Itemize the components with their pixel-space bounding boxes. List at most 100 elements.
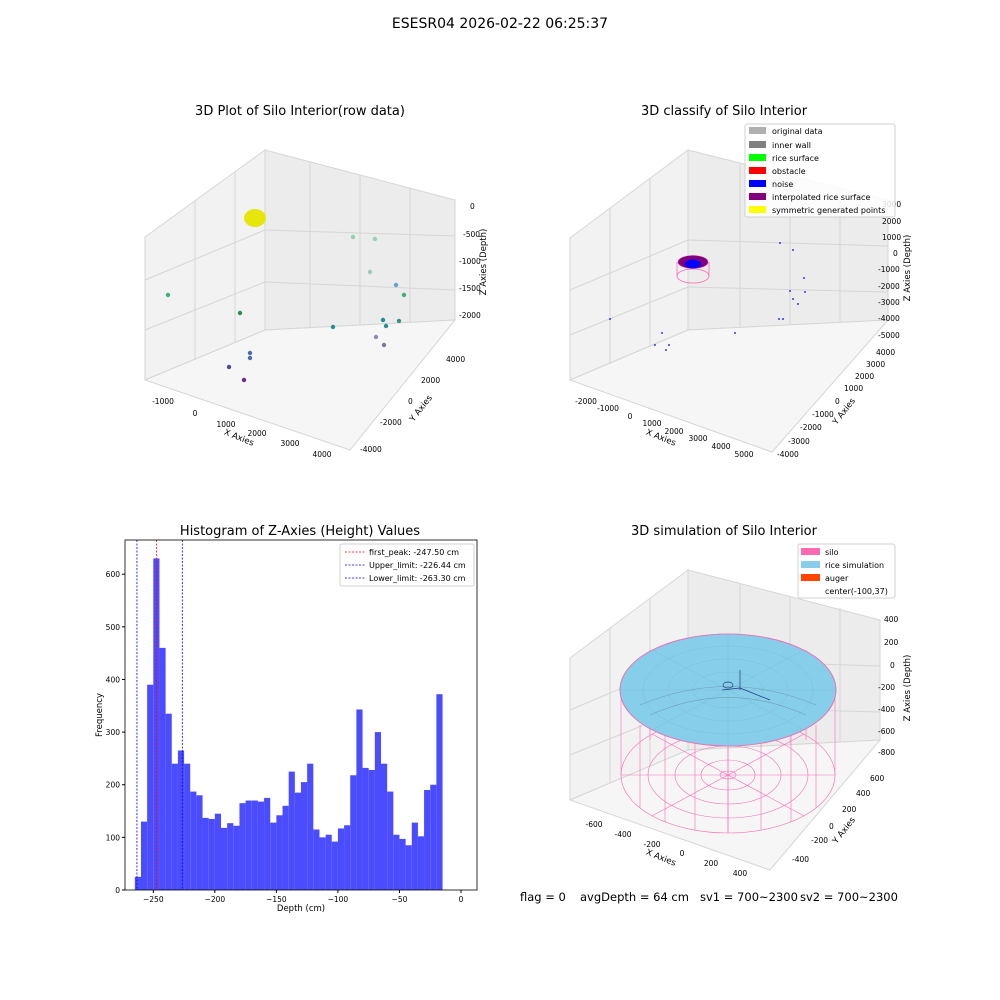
panel1-xtick: 1000	[216, 420, 235, 429]
panel4-center-marker	[721, 670, 771, 701]
histogram-legend: first_peak: -247.50 cm Upper_limit: -226…	[339, 543, 475, 587]
panel1-xtick: 0	[193, 409, 198, 418]
histogram-bar	[233, 825, 240, 890]
panel4-title: 3D simulation of Silo Interior	[631, 524, 817, 539]
histogram-xtick-label: −250	[143, 895, 164, 904]
panel1-ytick: -2000	[380, 418, 402, 427]
histogram-xtick-label: −200	[205, 895, 226, 904]
panel4-ytick: -400	[792, 855, 809, 864]
legend-label: silo	[825, 548, 839, 557]
panel1-point	[393, 282, 399, 288]
panel2-ytick: 0	[835, 397, 840, 406]
panel2-ytick: -1000	[812, 410, 834, 419]
status-avg-depth: avgDepth = 64 cm	[580, 890, 689, 904]
panel4-ztick: -800	[878, 748, 895, 757]
histogram-bar	[301, 782, 308, 890]
histogram-bar	[313, 829, 320, 890]
legend-label: auger	[825, 574, 849, 583]
panel2-xtick: 5000	[734, 450, 753, 459]
panel2-zlabel: Z Axies (Depth)	[903, 235, 913, 302]
panel4-ytick: 400	[856, 789, 871, 798]
histogram-bar	[202, 817, 209, 890]
legend-swatch-interpolated	[749, 193, 766, 200]
legend-label: original data	[772, 127, 823, 136]
panel1-point	[237, 310, 243, 316]
panel1-point	[372, 236, 378, 242]
histogram-bar	[368, 770, 375, 890]
panel1-point	[350, 234, 356, 240]
panel1-point	[247, 355, 253, 361]
panel1-ytick: 0	[408, 397, 413, 406]
legend-label: inner wall	[772, 141, 811, 150]
panel4-ytick: -200	[811, 836, 828, 845]
panel1-ytick: -4000	[360, 445, 382, 454]
histogram-bar	[405, 845, 412, 890]
histogram-bars	[134, 558, 443, 890]
histogram-bar	[276, 815, 283, 890]
panel1-point	[381, 342, 387, 348]
figure-suptitle: ESESR04 2026-02-22 06:25:37	[391, 16, 609, 32]
panel2-xtick: -1000	[597, 404, 619, 413]
panel1-point	[383, 323, 389, 329]
histogram-ytick-label: 600	[106, 570, 121, 579]
legend-label: interpolated rice surface	[772, 193, 870, 202]
legend-label: obstacle	[772, 167, 806, 176]
panel4-ztick: -200	[878, 683, 895, 692]
histogram-bar	[264, 797, 271, 890]
panel1-title: 3D Plot of Silo Interior(row data)	[195, 104, 405, 119]
histogram-xlabel: Depth (cm)	[277, 904, 325, 914]
histogram-bar	[344, 825, 351, 890]
panel2-xtick: 3000	[688, 434, 707, 443]
legend-swatch-symmetric	[749, 206, 766, 213]
histogram-bar	[251, 800, 258, 890]
panel1-ztick: -500	[463, 230, 480, 239]
histogram-bar	[177, 750, 185, 890]
histogram-bar	[221, 827, 228, 890]
histogram-bar	[288, 771, 295, 890]
panel4-ztick: 200	[884, 638, 899, 647]
panel2-title: 3D classify of Silo Interior	[640, 104, 808, 119]
panel4-xlabel: X Axies	[644, 848, 677, 869]
panel1-point	[165, 292, 171, 298]
histogram-reference-lines	[136, 540, 183, 890]
histogram-bar	[184, 763, 191, 890]
panel1-zlabel: Z Axies (Depth)	[479, 229, 489, 296]
legend-swatch-original	[749, 127, 766, 134]
histogram-bar	[134, 876, 141, 890]
histogram-bar	[208, 818, 215, 890]
panel1-axes-box	[143, 149, 457, 451]
legend-swatch-rice-surface	[749, 154, 766, 161]
legend-label: noise	[772, 180, 793, 189]
panel4-xtick: 0	[680, 849, 685, 858]
panel1-ztick: -1500	[459, 284, 481, 293]
panel4-ytick: 0	[829, 822, 834, 831]
panel1-point	[226, 364, 232, 370]
legend-label: rice simulation	[825, 561, 884, 570]
legend-label: center(-100,37)	[825, 587, 888, 596]
histogram-bar	[430, 784, 437, 890]
histogram-bar	[325, 834, 332, 890]
panel4-ylabel: Y Axies	[830, 815, 858, 847]
panel4-ztick: 400	[884, 615, 899, 624]
panel2-ytick: -4000	[777, 450, 799, 459]
histogram-bar	[159, 647, 166, 890]
histogram-ytick-label: 400	[106, 675, 121, 684]
panel4-rice-surface	[619, 633, 837, 747]
panel1-point	[367, 269, 373, 275]
histogram-bar	[350, 775, 357, 890]
histogram-ytick-label: 0	[115, 886, 120, 895]
panel1-points	[165, 209, 407, 383]
histogram-bar	[436, 694, 443, 890]
panel2-ztick: 2000	[882, 217, 901, 226]
panel1-xtick: 4000	[312, 450, 331, 459]
panel4-xtick: 200	[704, 859, 719, 868]
histogram-bar	[411, 822, 418, 890]
legend-swatch-noise	[749, 180, 766, 187]
panel2-legend: original data inner wall rice surface ob…	[744, 123, 896, 218]
panel1-xtick: 2000	[247, 429, 266, 438]
legend-label: Lower_limit: -263.30 cm	[369, 574, 466, 583]
panel1-ytick: 2000	[421, 376, 440, 385]
